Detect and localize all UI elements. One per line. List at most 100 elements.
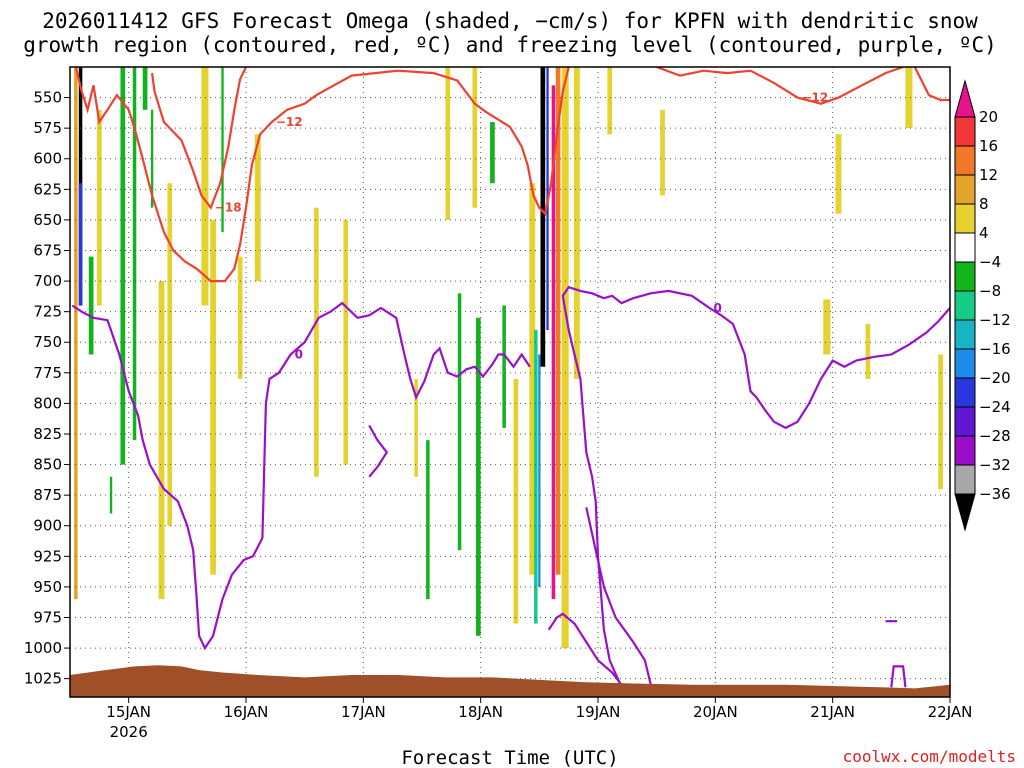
frz-contour-4 — [585, 507, 652, 686]
x-axis-ticks: 15JAN 2026 16JAN 17JAN 18JAN 19JAN 20JAN 21JAN 2… — [106, 697, 972, 741]
omega-band-38 — [660, 109, 665, 196]
x-tick-label-22JAN: 22JAN — [928, 703, 973, 721]
colorbar-label-11: −28 — [979, 427, 1011, 445]
y-tick-label-575: 575 — [33, 119, 62, 137]
colorbar-swatch-6 — [954, 261, 976, 292]
x-tick-label-15JAN: 15JAN — [106, 703, 151, 721]
colorbar-swatch-2 — [954, 145, 976, 176]
omega-band-15 — [237, 256, 243, 379]
colorbar-swatch-13 — [954, 464, 976, 495]
frz-contour-3 — [368, 424, 389, 478]
dgz-contour-3 — [913, 67, 950, 102]
omega-band-12 — [201, 67, 209, 306]
dgz-contours: −12 −18 −12 — [74, 67, 950, 283]
omega-band-25 — [490, 122, 495, 184]
omega-band-3 — [88, 256, 94, 355]
colorbar-swatch-11 — [954, 406, 976, 437]
colorbar-swatch-12 — [954, 435, 976, 466]
colorbar-label-13: −36 — [979, 485, 1011, 503]
omega-band-23 — [472, 67, 478, 208]
omega-band-0 — [74, 67, 78, 600]
omega-band-34 — [555, 67, 561, 575]
colorbar-label-7: −12 — [979, 311, 1011, 329]
chart-title-line2: growth region (contoured, red, ºC) and f… — [23, 33, 997, 57]
omega-band-9 — [150, 109, 154, 208]
colorbar-swatch-9 — [954, 348, 976, 379]
colorbar-label-9: −20 — [979, 369, 1011, 387]
omega-band-27 — [513, 378, 519, 624]
x-tick-label-18JAN: 18JAN — [458, 703, 503, 721]
omega-band-7 — [132, 67, 137, 441]
x-tick-label-20JAN: 20JAN — [693, 703, 738, 721]
omega-band-37 — [607, 67, 613, 135]
y-tick-label-850: 850 — [33, 456, 62, 474]
chart-title-line1: 2026011412 GFS Forecast Omega (shaded, −… — [42, 9, 978, 33]
omega-band-31 — [540, 67, 546, 367]
y-axis-ticks: 550 575 600 625 650 675 700 725 750 775 800 825 850 8… — [24, 89, 70, 688]
omega-band-17 — [314, 207, 319, 477]
omega-band-5 — [109, 476, 113, 514]
x-tick-label-16JAN: 16JAN — [224, 703, 269, 721]
dgz-contour-label-2: −12 — [801, 91, 828, 105]
y-tick-label-800: 800 — [33, 394, 62, 412]
colorbar-swatch-7 — [954, 290, 976, 321]
omega-band-22 — [457, 293, 462, 551]
omega-band-36 — [573, 67, 580, 379]
colorbar-label-4: 4 — [979, 224, 989, 242]
frz-contour-label-0: 0 — [295, 347, 303, 361]
terrain-profile — [70, 665, 950, 697]
y-tick-label-700: 700 — [33, 272, 62, 290]
omega-band-30 — [538, 354, 541, 587]
frz-contour-1 — [547, 612, 623, 686]
omega-band-6 — [120, 67, 126, 465]
x-tick-sublabel-15JAN: 2026 — [110, 723, 148, 741]
colorbar-swatch-8 — [954, 319, 976, 350]
omega-band-26 — [502, 305, 506, 428]
omega-band-42 — [905, 67, 913, 129]
colorbar-label-12: −32 — [979, 456, 1011, 474]
y-tick-label-750: 750 — [33, 333, 62, 351]
credit-text: coolwx.com/modelts — [843, 747, 1016, 766]
plot-frame — [69, 66, 951, 698]
dgz-contour-0 — [74, 67, 570, 283]
omega-band-10 — [158, 281, 165, 600]
x-tick-label-21JAN: 21JAN — [810, 703, 855, 721]
dgz-contour-1 — [151, 67, 247, 210]
omega-band-13 — [210, 219, 217, 575]
terrain-fill — [70, 665, 950, 697]
colorbar-swatch-10 — [954, 377, 976, 408]
omega-band-20 — [426, 440, 430, 600]
omega-band-28 — [529, 183, 536, 575]
dgz-contour-label-0: −12 — [276, 115, 303, 129]
colorbar-label-6: −8 — [979, 282, 1001, 300]
frz-contour-label-2: 0 — [713, 301, 721, 315]
colorbar-label-5: −4 — [979, 253, 1001, 271]
frz-contour-2 — [561, 285, 950, 688]
omega-band-35 — [561, 67, 569, 649]
omega-band-39 — [823, 299, 831, 355]
omega-band-40 — [835, 134, 842, 214]
colorbar-label-10: −24 — [979, 398, 1011, 416]
omega-band-14 — [221, 67, 224, 233]
omega-band-41 — [865, 323, 871, 379]
freezing-level-contours: 00 — [71, 285, 950, 688]
frz-contour-5 — [890, 665, 907, 688]
omega-band-16 — [254, 134, 261, 282]
colorbar-label-2: 12 — [979, 166, 998, 184]
y-tick-label-950: 950 — [33, 578, 62, 596]
colorbar-swatch-1 — [954, 116, 976, 147]
y-tick-label-600: 600 — [33, 150, 62, 168]
y-tick-label-900: 900 — [33, 517, 62, 535]
colorbar-label-0: 20 — [979, 108, 998, 126]
y-tick-label-925: 925 — [33, 547, 62, 565]
colorbar-bottom-arrow — [954, 493, 976, 532]
colorbar-label-8: −16 — [979, 340, 1011, 358]
x-tick-label-17JAN: 17JAN — [341, 703, 386, 721]
omega-band-19 — [414, 378, 418, 477]
dgz-contour-label-1: −18 — [215, 201, 242, 215]
frz-contour-0 — [71, 301, 531, 651]
dgz-contour-2 — [656, 67, 904, 105]
y-tick-label-625: 625 — [33, 180, 62, 198]
colorbar-label-1: 16 — [979, 137, 998, 155]
